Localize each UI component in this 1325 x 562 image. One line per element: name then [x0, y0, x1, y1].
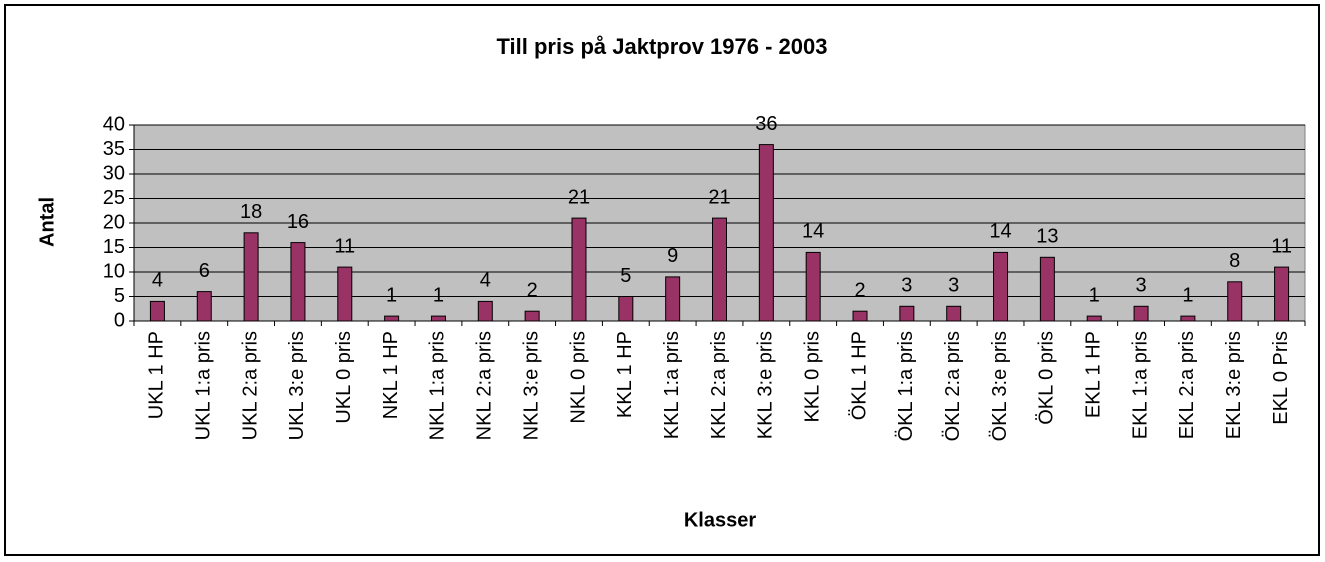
x-tick-label: ÖKL 3:e pris	[989, 331, 1011, 441]
bar	[290, 242, 306, 322]
x-tick-label: EKL 3:e pris	[1223, 331, 1245, 439]
bar	[1274, 266, 1290, 322]
data-label: 3	[948, 275, 959, 297]
bar	[805, 251, 821, 322]
bar	[899, 305, 915, 322]
x-tick-label: ÖKL 1 HP	[848, 331, 870, 420]
data-label: 14	[802, 221, 824, 243]
bar	[1039, 256, 1055, 322]
x-tick-label: KKL 0 pris	[801, 331, 823, 423]
x-tick-label: NKL 3:e pris	[520, 331, 542, 440]
x-tick-label: NKL 2:a pris	[474, 331, 496, 440]
bar	[1180, 315, 1196, 322]
data-label: 4	[480, 270, 491, 292]
data-label: 18	[240, 201, 262, 223]
y-tick-label: 40	[103, 113, 125, 135]
data-label: 36	[755, 113, 777, 135]
data-label: 1	[1182, 284, 1193, 306]
y-tick-label: 30	[103, 162, 125, 184]
data-label: 6	[199, 260, 210, 282]
bar	[993, 251, 1009, 322]
bar	[243, 232, 259, 322]
bar	[430, 315, 446, 322]
bar	[946, 305, 962, 322]
x-tick-label: NKL 1:a pris	[427, 331, 449, 440]
bar	[149, 300, 165, 322]
x-tick-label: UKL 3:e pris	[286, 331, 308, 440]
bar	[571, 217, 587, 322]
x-axis-label: Klasser	[684, 509, 756, 531]
data-label: 21	[708, 186, 730, 208]
x-tick-label: ÖKL 1:a pris	[895, 331, 917, 441]
y-axis-label: Antal	[36, 197, 58, 247]
x-tick-label: UKL 0 pris	[333, 331, 355, 424]
x-tick-label: UKL 2:a pris	[239, 331, 261, 440]
bar	[712, 217, 727, 322]
data-label: 1	[433, 284, 444, 306]
data-label: 13	[1036, 226, 1058, 248]
data-label: 3	[1135, 275, 1146, 297]
x-tick-label: KKL 1:a pris	[661, 331, 683, 439]
y-tick-label: 20	[103, 211, 125, 233]
data-label: 3	[901, 275, 912, 297]
data-label: 8	[1229, 250, 1240, 272]
data-label: 2	[854, 279, 865, 301]
y-tick-label: 0	[114, 309, 125, 331]
bar	[1227, 281, 1243, 322]
x-tick-label: NKL 1 HP	[380, 331, 402, 419]
bar	[337, 266, 353, 322]
data-label: 4	[152, 270, 163, 292]
y-tick-label: 35	[103, 138, 125, 160]
data-label: 5	[620, 265, 631, 287]
bar	[758, 144, 774, 322]
bar	[384, 315, 400, 322]
y-tick-label: 15	[103, 236, 125, 258]
data-label: 9	[667, 245, 678, 267]
bar	[1086, 315, 1102, 322]
x-tick-label: EKL 0 Pris	[1270, 331, 1292, 425]
data-label: 11	[334, 235, 355, 257]
bar	[477, 300, 493, 322]
bar	[1133, 305, 1149, 322]
data-label: 1	[386, 284, 397, 306]
data-label: 11	[1271, 235, 1292, 257]
x-tick-label: EKL 2:a pris	[1176, 331, 1198, 439]
data-label: 14	[989, 221, 1011, 243]
data-label: 1	[1089, 284, 1100, 306]
bar	[618, 296, 634, 322]
x-tick-label: KKL 1 HP	[614, 331, 636, 418]
y-tick-label: 5	[114, 285, 125, 307]
data-label: 21	[568, 186, 590, 208]
x-tick-label: EKL 1:a pris	[1129, 331, 1151, 439]
y-tick-label: 25	[103, 187, 125, 209]
x-tick-label: UKL 1:a pris	[193, 331, 215, 440]
x-tick-label: ÖKL 0 pris	[1036, 331, 1058, 425]
chart-title: Till pris på Jaktprov 1976 - 2003	[497, 34, 828, 59]
x-tick-label: ÖKL 2:a pris	[942, 331, 964, 441]
bar	[196, 291, 212, 322]
x-tick-label: NKL 0 pris	[567, 331, 589, 424]
bar	[665, 276, 681, 322]
x-tick-label: KKL 2:a pris	[708, 331, 730, 439]
x-tick-label: EKL 1 HP	[1083, 331, 1105, 418]
bar	[852, 310, 868, 322]
bar	[524, 310, 540, 322]
x-tick-label: UKL 1 HP	[146, 331, 168, 419]
data-label: 16	[287, 211, 309, 233]
x-tick-label: KKL 3:e pris	[755, 331, 777, 439]
y-tick-label: 10	[103, 260, 125, 282]
data-label: 2	[527, 279, 538, 301]
